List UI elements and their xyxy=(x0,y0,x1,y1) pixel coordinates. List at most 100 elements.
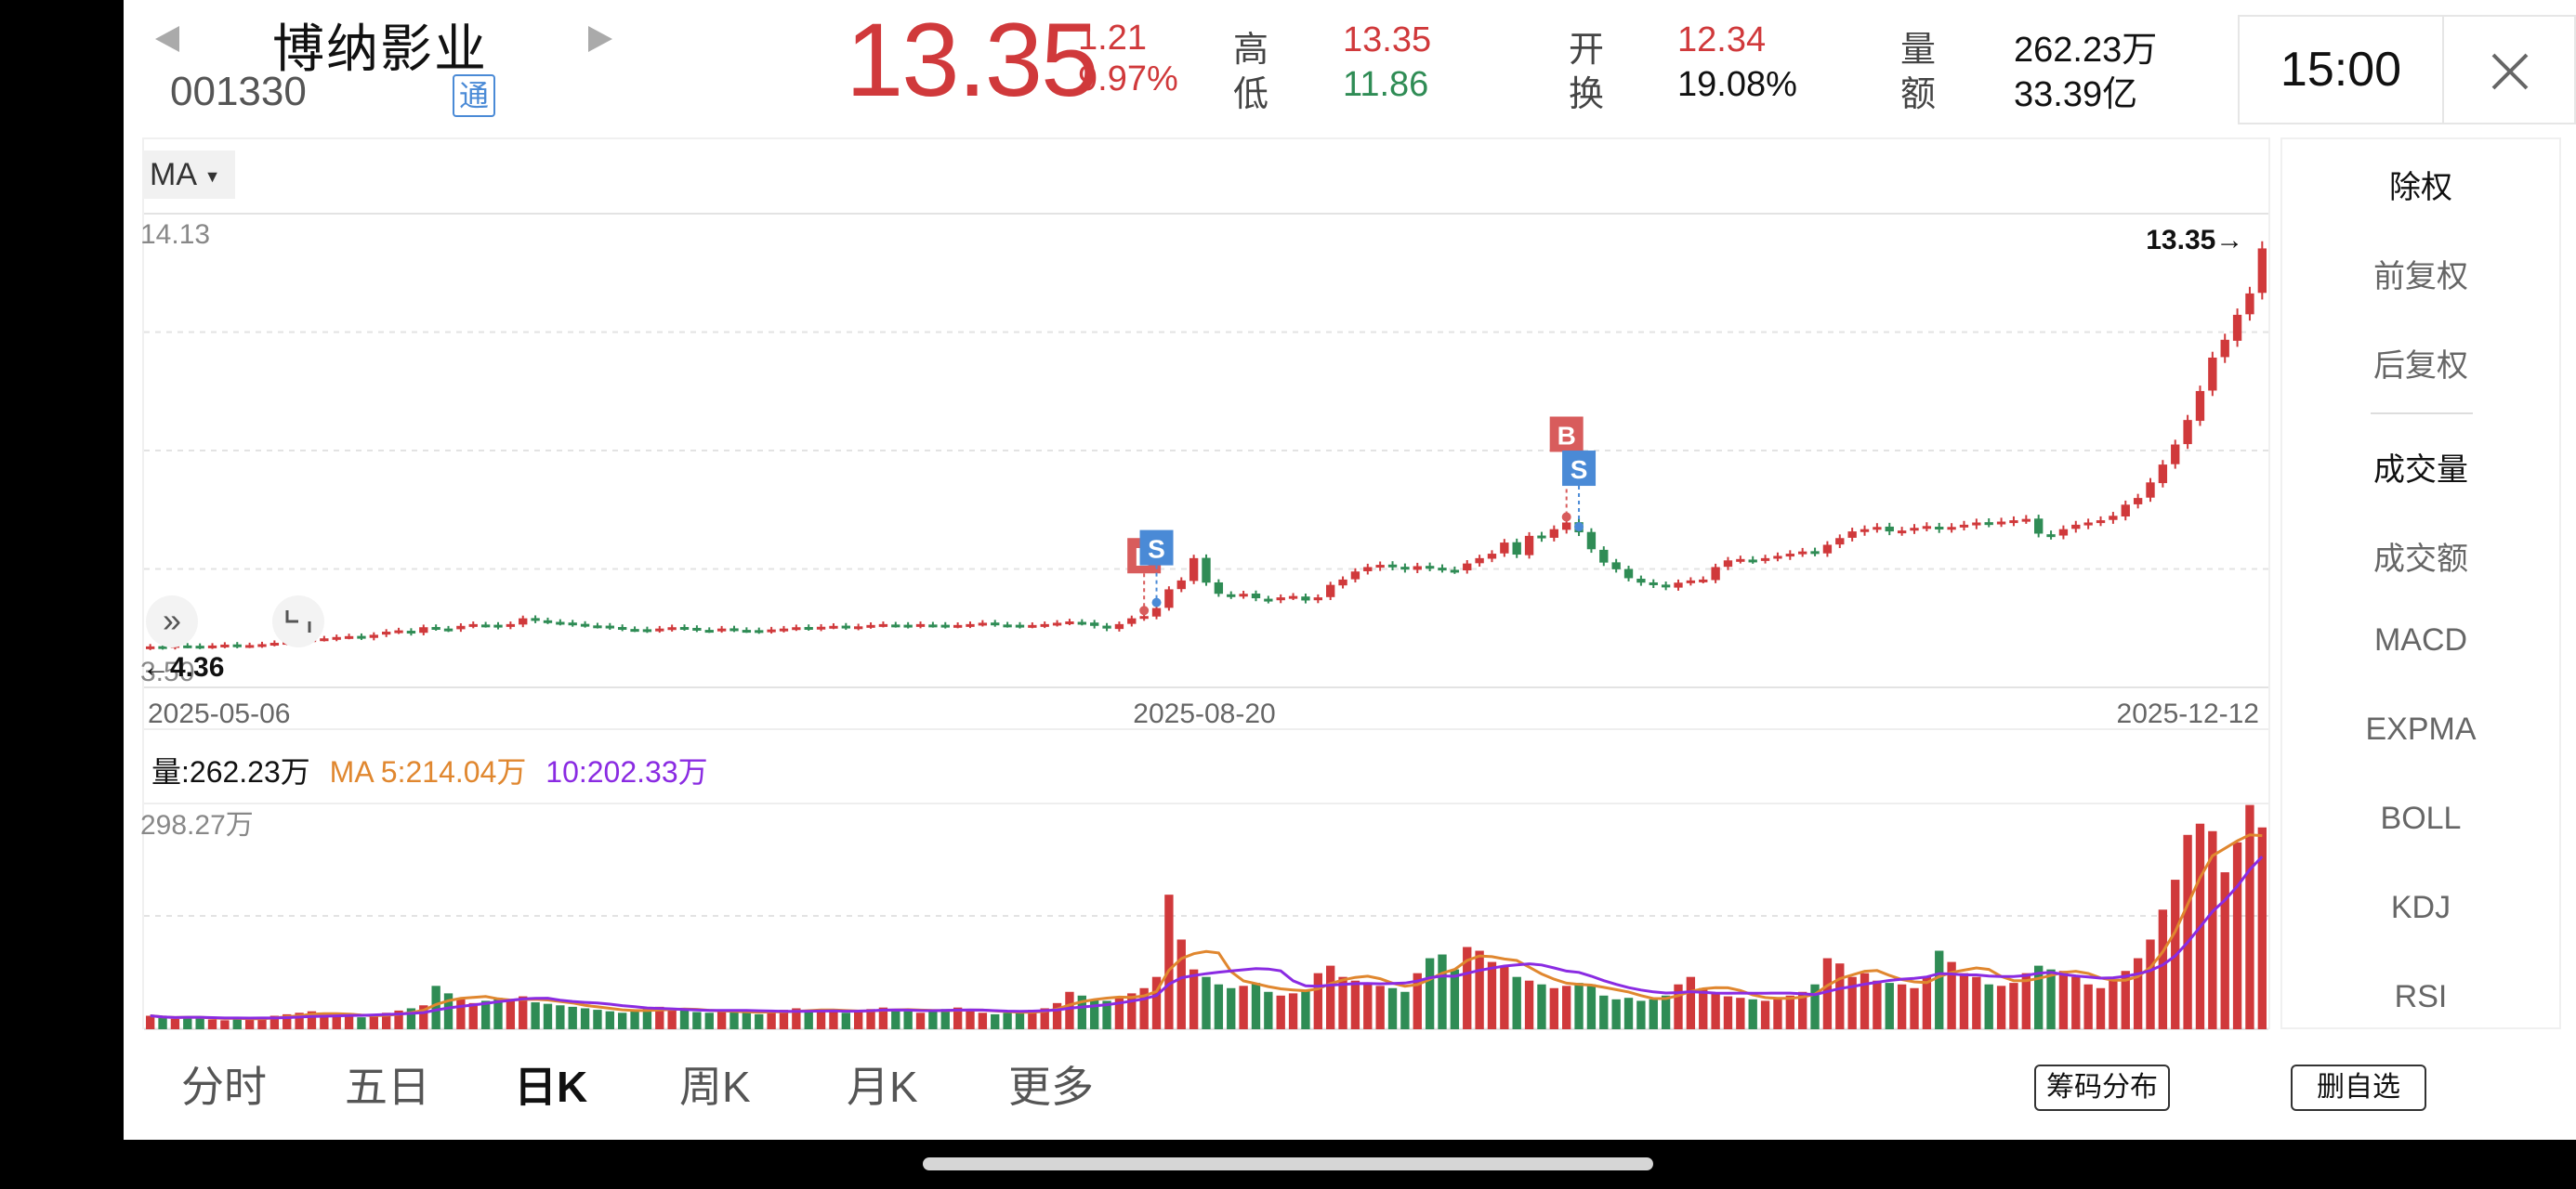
ma-indicator-dropdown[interactable]: MA ▼ xyxy=(142,150,235,199)
stock-name: 博纳影业 xyxy=(272,20,488,78)
candle-body xyxy=(506,623,516,627)
candle-body xyxy=(1947,527,1956,530)
amount-label: 额 xyxy=(1900,75,1937,114)
candle-body xyxy=(1674,582,1683,588)
tab-daily-k[interactable]: 日K xyxy=(514,1063,588,1111)
candle-body xyxy=(953,624,963,628)
rp-item-kdj[interactable]: KDJ xyxy=(2390,890,2451,925)
candle-body xyxy=(1860,529,1870,532)
candle-body xyxy=(1077,621,1086,625)
candle-body xyxy=(679,626,690,630)
tab-more[interactable]: 更多 xyxy=(1008,1063,1094,1111)
candle-body xyxy=(1214,581,1224,594)
volume-bar xyxy=(1935,950,1944,1029)
candle-body xyxy=(1425,566,1435,569)
candle-body xyxy=(1586,531,1597,550)
rp-item-forward-adjust[interactable]: 前复权 xyxy=(2373,259,2468,294)
candle-body xyxy=(891,624,900,628)
volume-bar xyxy=(704,1013,714,1029)
candle-body xyxy=(1711,567,1720,581)
tab-five-day[interactable]: 五日 xyxy=(345,1063,430,1111)
candle-body xyxy=(1164,589,1174,608)
volume-bar xyxy=(1873,980,1882,1029)
date-axis-mid: 2025-08-20 xyxy=(1133,699,1275,729)
volume-label: 量 xyxy=(1900,31,1937,70)
volume-bar xyxy=(2083,984,2093,1029)
volume-bar xyxy=(1984,984,1993,1029)
candle-body xyxy=(1885,526,1894,532)
candle-body xyxy=(878,623,888,627)
candle-body xyxy=(1897,530,1907,534)
candle-body xyxy=(2046,534,2056,538)
rp-item-exright[interactable]: 除权 xyxy=(2389,170,2452,205)
volume-bar xyxy=(1649,999,1658,1029)
volume-bar xyxy=(269,1015,280,1029)
candle-body xyxy=(1052,622,1062,626)
volume-bar xyxy=(257,1017,267,1029)
volume-bar xyxy=(792,1008,801,1029)
volume-bar xyxy=(443,993,453,1029)
prev-stock-icon[interactable] xyxy=(151,22,185,56)
candle-body xyxy=(767,629,776,633)
time-display[interactable]: 15:00 xyxy=(2238,15,2444,124)
tab-monthly-k[interactable]: 月K xyxy=(847,1063,918,1111)
volume-bar xyxy=(1413,973,1422,1029)
volume-bar xyxy=(1947,961,1956,1029)
volume-bar xyxy=(1686,976,1696,1029)
remove-watchlist-button[interactable]: 删自选 xyxy=(2291,1065,2426,1111)
candle-body xyxy=(1475,557,1484,564)
volume-bar xyxy=(1860,973,1870,1029)
chip-distribution-button[interactable]: 筹码分布 xyxy=(2034,1065,2170,1111)
volume-bar xyxy=(394,1010,403,1029)
volume-bar xyxy=(456,999,466,1029)
volume-bar xyxy=(1015,1011,1025,1029)
volume-bar xyxy=(1114,998,1124,1029)
candle-body xyxy=(1773,555,1782,559)
volume-bar xyxy=(829,1011,838,1029)
tab-weekly-k[interactable]: 周K xyxy=(679,1063,751,1111)
candle-body xyxy=(692,627,702,631)
volume-bar xyxy=(605,1011,614,1029)
turnover-value: 19.08% xyxy=(1677,65,1797,104)
candle-body xyxy=(779,628,789,632)
volume-legend: 量:262.23万 MA 5:214.04万 10:202.33万 xyxy=(151,749,708,791)
volume-bar xyxy=(344,1016,354,1029)
volume-bar xyxy=(1711,993,1720,1029)
volume-bar xyxy=(1512,976,1521,1029)
tab-intraday[interactable]: 分时 xyxy=(181,1063,267,1111)
candle-body xyxy=(580,623,590,627)
candle-body xyxy=(2133,498,2143,504)
close-button[interactable] xyxy=(2444,15,2576,124)
volume-bar xyxy=(1301,990,1310,1029)
candle-body xyxy=(1649,581,1658,585)
volume-bar xyxy=(1822,958,1833,1029)
volume-bar xyxy=(1661,995,1671,1029)
next-stock-icon[interactable] xyxy=(583,22,616,56)
rp-item-volume[interactable]: 成交量 xyxy=(2373,452,2468,488)
rp-item-expma[interactable]: EXPMA xyxy=(2365,712,2477,747)
rp-item-boll[interactable]: BOLL xyxy=(2380,801,2462,836)
candle-body xyxy=(1748,559,1757,563)
candle-body xyxy=(2083,522,2093,526)
candle-body xyxy=(519,618,528,625)
volume-bar xyxy=(1972,976,1981,1029)
rp-item-macd[interactable]: MACD xyxy=(2373,622,2468,658)
volume-bar xyxy=(1276,995,1285,1029)
candle-body xyxy=(1723,560,1733,568)
candle-body xyxy=(2158,464,2168,484)
candle-body xyxy=(1028,624,1037,628)
volume-bar xyxy=(1699,987,1708,1029)
candle-body xyxy=(1661,584,1671,588)
volume-bar xyxy=(1400,991,1410,1029)
kline-chart[interactable]: 14.13 3.50 298.27万 2025-05-06 2025-08-20 2025… xyxy=(124,0,2280,1040)
candle-body xyxy=(232,644,242,647)
candle-body xyxy=(1375,565,1385,568)
candle-body xyxy=(1873,527,1882,530)
rp-item-rsi[interactable]: RSI xyxy=(2394,979,2448,1014)
rp-item-backward-adjust[interactable]: 后复权 xyxy=(2373,348,2468,384)
candle-body xyxy=(966,623,975,627)
rp-item-amount[interactable]: 成交额 xyxy=(2373,542,2468,577)
candle-body xyxy=(1822,544,1833,554)
candle-body xyxy=(940,624,950,628)
candle-body xyxy=(1623,568,1634,579)
